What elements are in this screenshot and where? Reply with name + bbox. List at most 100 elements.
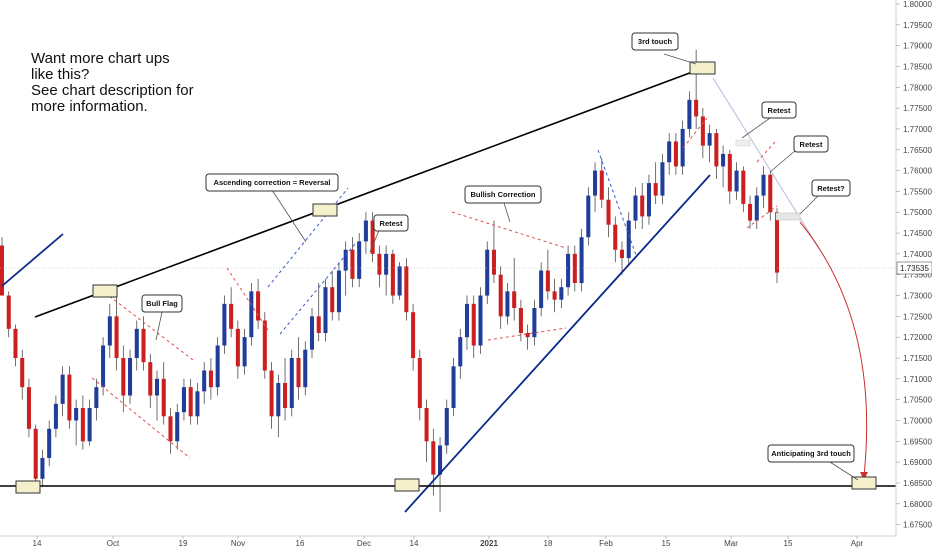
candle-body-down (606, 199, 611, 225)
candle-body-down (80, 407, 85, 442)
candle (593, 162, 598, 213)
candle-body-up (532, 308, 537, 338)
candle-body-up (646, 183, 651, 217)
candle-body-up (660, 162, 665, 196)
candle (498, 266, 503, 329)
candle-body-down (114, 316, 119, 358)
candle-body-down (518, 308, 523, 334)
candle (417, 349, 422, 421)
y-tick-label: 1.71500 (903, 354, 932, 363)
candle (458, 328, 463, 379)
candle (336, 262, 341, 321)
candle-body-up (175, 412, 180, 442)
candle (734, 162, 739, 200)
candle (87, 399, 92, 446)
retest-zone-small (735, 139, 751, 147)
promo-line: more information. (31, 98, 148, 115)
candle (512, 258, 517, 321)
callout-anticipating-text: Anticipating 3rd touch (771, 449, 851, 458)
x-tick-label: 14 (410, 539, 419, 548)
candle (141, 316, 146, 371)
y-tick-label: 1.79000 (903, 42, 932, 51)
candle (464, 295, 470, 350)
callouts-layer: 3rd touch Retest Retest Retest? Ascendin… (141, 32, 859, 481)
candle-body-up (94, 387, 99, 408)
y-tick-label: 1.67500 (903, 521, 932, 530)
y-tick-label: 1.68000 (903, 500, 932, 509)
candle (384, 245, 389, 296)
callout-retest-question (811, 179, 851, 197)
callout-bullish-correction (464, 185, 542, 204)
candle (357, 233, 362, 288)
candle-body-down (188, 387, 193, 417)
candle-body-up (249, 291, 254, 338)
candle (532, 299, 537, 346)
callout-bullish-correction-text: Bullish Correction (470, 190, 535, 199)
candle-body-down (33, 428, 38, 479)
candle-body-up (485, 249, 490, 296)
candle-body-down (316, 316, 321, 334)
candle (653, 162, 658, 204)
y-tick-label: 1.77000 (903, 125, 932, 134)
candle (390, 249, 395, 304)
candle (727, 149, 732, 204)
candle-body-down (714, 133, 719, 167)
candle (471, 295, 476, 358)
candle (579, 228, 584, 292)
candle (768, 170, 773, 221)
y-tick-label: 1.76000 (903, 167, 932, 176)
candle-body-down (424, 407, 429, 442)
callout-anticipating (767, 444, 855, 463)
candle-body-up (47, 428, 52, 458)
candle-body-down (431, 441, 436, 475)
callout-ascending-correction (205, 173, 339, 192)
candle-body-down (599, 170, 604, 200)
candle (619, 241, 625, 275)
x-tick-label: Mar (724, 539, 738, 548)
candle (754, 187, 759, 229)
descending-channel-line (712, 77, 821, 251)
time-axis[interactable]: 14 Oct 19 Nov 16 Dec 14 2021 18 Feb 15 Mar 15 Apr (0, 535, 896, 548)
candle-body-up (87, 407, 92, 442)
candle (309, 308, 315, 358)
y-tick-label: 1.70500 (903, 396, 932, 405)
candle (748, 195, 753, 229)
y-tick-label: 1.74000 (903, 250, 932, 259)
y-tick-label: 1.75500 (903, 187, 932, 196)
candle-body-down (552, 291, 557, 300)
candle-body-up (53, 403, 58, 429)
candle-body-down (512, 291, 517, 309)
candle-body-up (579, 237, 584, 284)
candle (741, 166, 746, 213)
retest-red-dashed-a (682, 117, 708, 149)
candle-body-down (727, 153, 732, 192)
candle-body-up (195, 391, 200, 417)
candle-body-up (74, 407, 79, 421)
candle-body-up (309, 316, 315, 350)
candle-body-up (464, 303, 470, 338)
candle-body-up (202, 370, 207, 392)
candle (74, 399, 79, 446)
candle (154, 370, 160, 421)
candle-body-down (269, 370, 274, 417)
y-tick-label: 1.80000 (903, 0, 932, 9)
candle-body-up (586, 195, 591, 238)
candle-body-up (451, 366, 456, 408)
candle (262, 312, 267, 379)
candle-body-up (754, 195, 759, 221)
candle (128, 349, 133, 404)
touch-box-3 (92, 284, 118, 298)
candle (667, 133, 672, 175)
candle-body-up (107, 316, 112, 346)
price-axis[interactable]: 1.67500 1.68000 1.68500 1.69000 1.69500 1.700… (895, 0, 932, 536)
candle-body-down (168, 416, 173, 442)
candle (687, 91, 692, 138)
candle (53, 395, 58, 438)
candle (721, 145, 726, 188)
candle-body-down (370, 220, 375, 254)
candle (114, 295, 119, 371)
candle (424, 399, 429, 463)
y-tick-label: 1.72000 (903, 333, 932, 342)
callout-retest-question-text: Retest? (817, 184, 845, 193)
candle-body-up (357, 241, 362, 279)
